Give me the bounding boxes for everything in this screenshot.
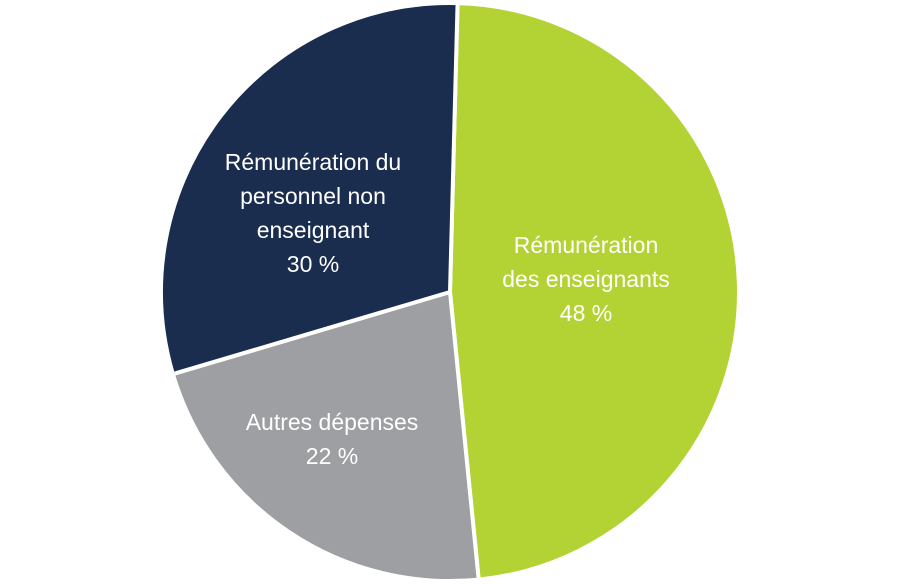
pie-slice-value-label: 22 % xyxy=(306,443,358,469)
pie-labels: Rémunération des enseignants 48 % Autres dé… xyxy=(225,149,670,469)
pie-slice-label-line: Rémunération du xyxy=(225,149,401,175)
pie-slice-label-line: personnel non xyxy=(240,183,386,209)
pie-slice-label-line: enseignant xyxy=(257,217,370,243)
pie-slice-label-1: Rémunération des enseignants 48 % xyxy=(502,232,670,326)
pie-slice-label-2: Autres dépenses 22 % xyxy=(246,409,419,469)
pie-slice-label-line: des enseignants xyxy=(502,266,670,292)
pie-slice-value-label: 48 % xyxy=(560,300,612,326)
pie-slice-2 xyxy=(170,290,481,583)
pie-slice-value-label: 30 % xyxy=(287,251,339,277)
pie-slice-label-line: Rémunération xyxy=(514,232,658,258)
pie-slices xyxy=(159,1,741,583)
pie-slice-1 xyxy=(448,1,741,582)
pie-slice-3 xyxy=(159,1,460,377)
pie-slice-label-line: Autres dépenses xyxy=(246,409,419,435)
pie-slice-label-3: Rémunération du personnel non enseignant 30… xyxy=(225,149,401,277)
